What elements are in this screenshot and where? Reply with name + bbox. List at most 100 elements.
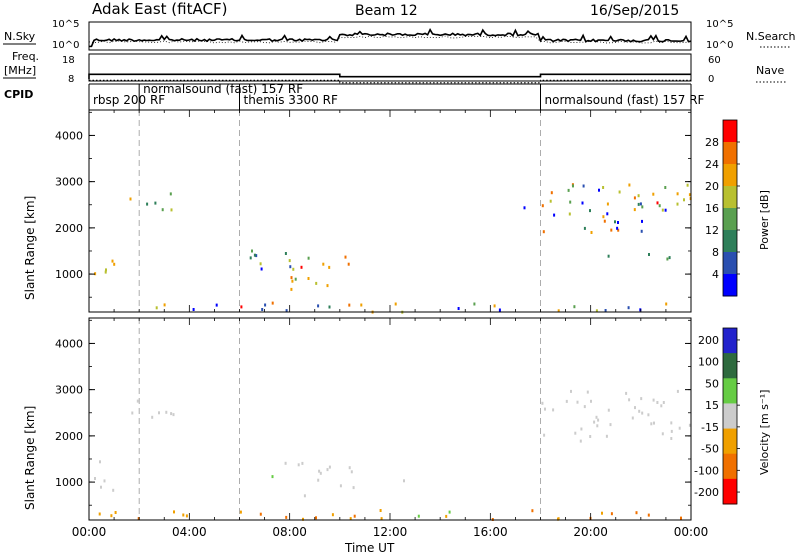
heatmap-cell — [317, 478, 320, 482]
power-ylabel: Slant Range [km] — [23, 196, 37, 300]
heatmap-cell — [161, 208, 164, 212]
heatmap-cell — [688, 193, 691, 197]
heatmap-cell — [326, 468, 329, 472]
colorbar-swatch — [723, 328, 737, 354]
nave-tick-bottom: 0 — [708, 74, 714, 85]
heatmap-cell — [595, 415, 598, 419]
heatmap-cell — [550, 191, 553, 195]
colorbar-swatch — [723, 353, 737, 379]
heatmap-cell — [261, 308, 264, 311]
colorbar-swatch — [723, 403, 737, 430]
heatmap-cell — [249, 256, 252, 260]
heatmap-cell — [360, 303, 363, 307]
heatmap-cell — [255, 254, 258, 258]
heatmap-cell — [595, 309, 598, 313]
heatmap-cell — [557, 517, 559, 521]
colorbar-swatch — [723, 142, 737, 165]
colorbar-tick-label: 20 — [705, 180, 719, 193]
x-tick-label: 16:00 — [473, 525, 508, 539]
colorbar-tick-label: 200 — [698, 334, 719, 347]
heatmap-cell — [294, 277, 297, 281]
heatmap-cell — [582, 184, 585, 188]
heatmap-cell — [653, 421, 655, 425]
heatmap-cell — [154, 201, 157, 205]
heatmap-cell — [380, 517, 383, 521]
heatmap-cell — [573, 305, 576, 309]
heatmap-cell — [661, 432, 664, 436]
heatmap-cell — [652, 192, 655, 196]
heatmap-cell — [590, 399, 592, 403]
cpid-segment-label: themis 3300 RF — [244, 93, 338, 107]
colorbar-swatch — [723, 428, 737, 455]
x-tick-label: 00:00 — [72, 525, 107, 539]
heatmap-cell — [260, 267, 263, 271]
heatmap-cell — [670, 421, 673, 425]
colorbar-tick-label: 50 — [705, 377, 719, 390]
heatmap-cell — [541, 204, 544, 208]
heatmap-cell — [549, 199, 552, 203]
nsearch-line — [88, 35, 692, 44]
heatmap-cell — [328, 305, 331, 309]
heatmap-cell — [598, 188, 600, 192]
heatmap-cell — [291, 279, 294, 283]
freq-panel — [88, 53, 692, 82]
heatmap-cell — [633, 196, 636, 200]
heatmap-cell — [641, 219, 643, 223]
heatmap-cell — [544, 407, 546, 411]
x-tick-label: 20:00 — [573, 525, 608, 539]
heatmap-cell — [618, 190, 621, 194]
heatmap-cell — [617, 221, 619, 224]
heatmap-cell — [146, 202, 149, 206]
heatmap-cell — [457, 307, 460, 310]
heatmap-cell — [182, 513, 185, 517]
y-tick-label: 4000 — [55, 337, 83, 350]
y-tick-label: 3000 — [55, 384, 83, 397]
heatmap-cell — [614, 220, 616, 224]
colorbar-tick-label: -50 — [701, 443, 719, 456]
heatmap-cell — [597, 418, 600, 422]
heatmap-cell — [240, 305, 243, 309]
heatmap-cell — [605, 434, 608, 438]
cpid-segment-label: normalsound (fast) 157 RF — [143, 82, 303, 96]
heatmap-cell — [112, 488, 115, 492]
heatmap-cell — [589, 435, 592, 438]
heatmap-cell — [565, 399, 568, 403]
heatmap-cell — [523, 206, 526, 210]
colorbar-tick-label: 4 — [712, 268, 719, 281]
heatmap-cell — [493, 304, 496, 308]
heatmap-cell — [169, 192, 172, 196]
colorbar-tick-label: 28 — [705, 136, 719, 149]
heatmap-cell — [215, 303, 218, 307]
heatmap-cell — [129, 197, 132, 201]
heatmap-cell — [617, 228, 620, 232]
heatmap-cell — [473, 302, 476, 306]
y-tick-label: 2000 — [55, 430, 83, 443]
heatmap-cell — [290, 287, 293, 291]
heatmap-cell — [151, 415, 154, 419]
power-axes: 1000 2000 3000 4000 — [55, 110, 692, 312]
heatmap-cell — [445, 514, 448, 518]
heatmap-cell — [581, 201, 584, 205]
heatmap-cell — [158, 411, 160, 415]
heatmap-cell — [328, 465, 331, 469]
heatmap-cell — [641, 205, 644, 209]
heatmap-cell — [631, 416, 634, 420]
heatmap-cell — [303, 494, 306, 498]
y-tick-label: 1000 — [55, 268, 83, 281]
heatmap-cell — [688, 423, 691, 427]
power-panel-bg — [89, 110, 691, 312]
heatmap-cell — [290, 276, 293, 280]
heatmap-cell — [284, 461, 287, 465]
heatmap-cell — [552, 408, 555, 412]
colorbar-swatch — [723, 230, 737, 253]
heatmap-cell — [350, 470, 353, 474]
heatmap-cell — [602, 215, 605, 219]
heatmap-cell — [664, 186, 667, 189]
heatmap-cell — [285, 515, 288, 519]
freq-label: Freq. — [12, 50, 39, 63]
y-tick-label: 4000 — [55, 129, 83, 142]
heatmap-cell — [292, 267, 295, 271]
heatmap-cell — [271, 475, 274, 479]
heatmap-cell — [326, 284, 329, 288]
heatmap-cell — [680, 516, 682, 520]
